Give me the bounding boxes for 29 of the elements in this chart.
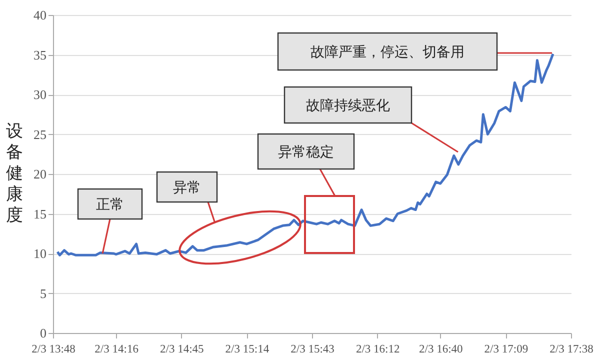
callout-box: 正常 bbox=[77, 188, 143, 220]
annotation: 故障持续恶化 bbox=[306, 98, 390, 114]
y-tick-label: 40 bbox=[34, 8, 46, 22]
callout-box: 异常稳定 bbox=[257, 133, 355, 170]
annotation: 异常稳定 bbox=[278, 144, 334, 160]
y-tick-label: 30 bbox=[34, 87, 46, 102]
annotation: 异常 bbox=[173, 180, 201, 196]
y-tick-label: 15 bbox=[34, 206, 46, 222]
x-tick-label: 2/3 16:12 bbox=[356, 344, 400, 356]
callout-box: 异常 bbox=[156, 171, 218, 203]
y-axis-title: 设备健康度 bbox=[6, 122, 23, 224]
x-tick-label: 2/3 16:40 bbox=[418, 344, 464, 356]
x-tick-label: 2/3 13:48 bbox=[32, 344, 76, 356]
y-tick-label: 35 bbox=[34, 47, 46, 62]
y-tick-label: 5 bbox=[40, 286, 46, 301]
x-tick-label: 2/3 15:43 bbox=[290, 344, 335, 356]
y-tick-label: 10 bbox=[34, 246, 46, 261]
y-tick-label: 25 bbox=[34, 126, 46, 142]
annotation: 正常 bbox=[96, 197, 124, 213]
y-tick-label: 20 bbox=[34, 166, 46, 182]
x-tick-label: 2/3 15:14 bbox=[225, 344, 270, 356]
callout-box: 故障严重，停运、切备用 bbox=[277, 32, 498, 71]
x-tick-label: 2/3 14:16 bbox=[94, 344, 139, 356]
x-tick-label: 2/3 14:45 bbox=[160, 344, 204, 356]
x-tick-label: 2/3 17:09 bbox=[484, 344, 528, 356]
callout-box: 故障持续恶化 bbox=[284, 86, 412, 124]
x-tick-label: 2/3 17:38 bbox=[550, 344, 594, 356]
y-tick-label: 0 bbox=[40, 326, 46, 340]
annotation: 故障严重，停运、切备用 bbox=[310, 44, 464, 60]
